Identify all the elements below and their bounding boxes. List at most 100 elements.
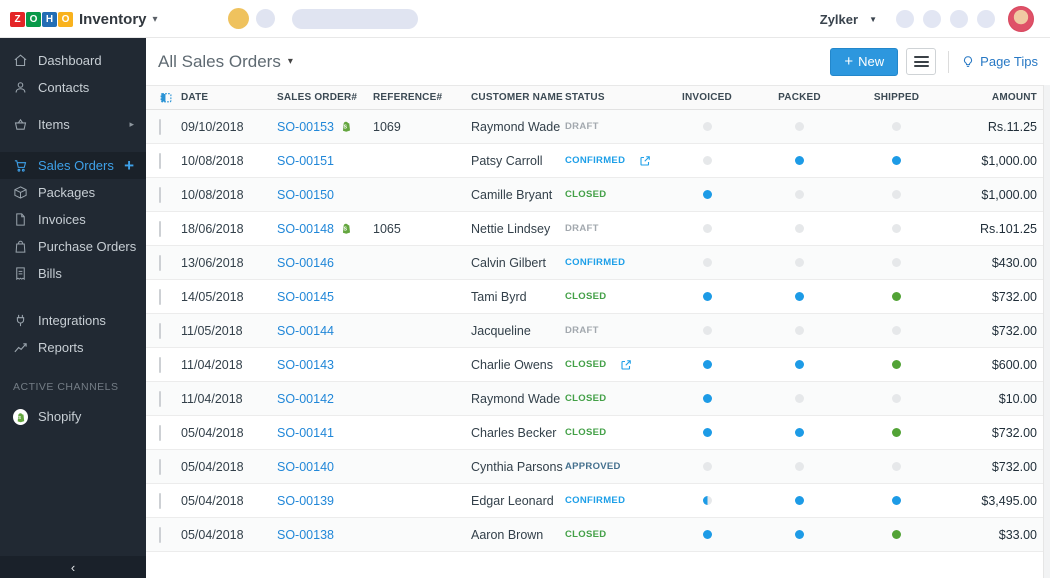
table-row[interactable]: 11/04/2018 SO-00142 Raymond Wade CLOSED $10.… bbox=[146, 382, 1043, 416]
row-checkbox[interactable] bbox=[159, 152, 161, 169]
sidebar-item-invoices[interactable]: Invoices bbox=[0, 206, 146, 233]
sales-order-link[interactable]: SO-00144 bbox=[277, 323, 334, 338]
sales-order-link[interactable]: SO-00145 bbox=[277, 289, 334, 304]
table-row[interactable]: 05/04/2018 SO-00141 Charles Becker CLOSED $7… bbox=[146, 416, 1043, 450]
table-row[interactable]: 05/04/2018 SO-00139 Edgar Leonard CONFIRMED… bbox=[146, 484, 1043, 518]
sales-order-link[interactable]: SO-00141 bbox=[277, 425, 334, 440]
topbar-icon-placeholder[interactable] bbox=[977, 10, 995, 28]
row-checkbox[interactable] bbox=[159, 220, 161, 237]
row-checkbox[interactable] bbox=[159, 526, 161, 543]
packed-cell bbox=[751, 462, 848, 471]
avatar[interactable] bbox=[1008, 6, 1034, 32]
column-header-sales-order[interactable]: SALES ORDER# bbox=[277, 92, 358, 103]
table-row[interactable]: 18/06/2018 SO-00148 S 1065 Nettie Lindsey DRA… bbox=[146, 212, 1043, 246]
topbar-search-pill[interactable] bbox=[292, 9, 418, 29]
column-header-reference[interactable]: REFERENCE# bbox=[373, 92, 443, 103]
sidebar-item-label: Purchase Orders bbox=[38, 239, 137, 254]
row-checkbox[interactable] bbox=[159, 390, 161, 407]
sidebar-item-dashboard[interactable]: Dashboard bbox=[0, 47, 146, 74]
dropshipment-icon[interactable] bbox=[620, 359, 632, 371]
table-row[interactable]: 09/10/2018 SO-00153 S 1069 Raymond Wade DRAFT… bbox=[146, 110, 1043, 144]
main-content: All Sales Orders ▾ + New Page Tips bbox=[146, 38, 1050, 578]
amount-cell: $732.00 bbox=[991, 459, 1037, 474]
sidebar-item-contacts[interactable]: Contacts bbox=[0, 74, 146, 101]
sidebar-item-sales-orders[interactable]: Sales Orders + bbox=[0, 152, 146, 179]
row-checkbox[interactable] bbox=[159, 424, 161, 441]
package-icon bbox=[13, 185, 28, 200]
table-row[interactable]: 05/04/2018 SO-00140 Cynthia Parsons APPROVE… bbox=[146, 450, 1043, 484]
sidebar-collapse-button[interactable]: ‹ bbox=[0, 556, 146, 578]
row-checkbox[interactable] bbox=[159, 458, 161, 475]
product-name: Inventory bbox=[79, 10, 147, 28]
column-header-packed[interactable]: PACKED bbox=[778, 92, 821, 103]
sidebar-item-items[interactable]: Items ▸ bbox=[0, 111, 146, 138]
org-selector[interactable]: Zylker bbox=[819, 11, 859, 27]
table-row[interactable]: 11/05/2018 SO-00144 Jacqueline DRAFT $732.00 bbox=[146, 314, 1043, 348]
sales-order-link[interactable]: SO-00142 bbox=[277, 391, 334, 406]
sales-order-link[interactable]: SO-00148 bbox=[277, 221, 334, 236]
sidebar-item-shopify[interactable]: S Shopify bbox=[0, 403, 146, 430]
sales-order-link[interactable]: SO-00146 bbox=[277, 255, 334, 270]
chevron-down-icon[interactable]: ▾ bbox=[152, 13, 158, 25]
sidebar-item-label: Shopify bbox=[38, 409, 82, 424]
row-checkbox[interactable] bbox=[159, 492, 161, 509]
status-badge: CONFIRMED bbox=[565, 257, 626, 268]
page-tips-button[interactable]: Page Tips bbox=[961, 54, 1038, 69]
sales-order-link[interactable]: SO-00139 bbox=[277, 493, 334, 508]
table-row[interactable]: 13/06/2018 SO-00146 Calvin Gilbert CONFIRME… bbox=[146, 246, 1043, 280]
table-row[interactable]: 14/05/2018 SO-00145 Tami Byrd CLOSED $732.00 bbox=[146, 280, 1043, 314]
row-checkbox[interactable] bbox=[159, 356, 161, 373]
sidebar-item-purchase-orders[interactable]: Purchase Orders bbox=[0, 233, 146, 260]
sales-order-link[interactable]: SO-00153 bbox=[277, 119, 334, 134]
customer-name-cell: Nettie Lindsey bbox=[471, 221, 551, 236]
sales-order-link[interactable]: SO-00151 bbox=[277, 153, 334, 168]
table-row[interactable]: 10/08/2018 SO-00151 Patsy Carroll CONFIRMED… bbox=[146, 144, 1043, 178]
chevron-down-icon[interactable]: ▼ bbox=[869, 14, 877, 24]
scrollbar[interactable] bbox=[1043, 85, 1050, 578]
basket-icon bbox=[13, 117, 28, 132]
page-title[interactable]: All Sales Orders bbox=[158, 51, 281, 71]
sales-order-link[interactable]: SO-00150 bbox=[277, 187, 334, 202]
row-checkbox[interactable] bbox=[159, 288, 161, 305]
invoiced-status-dot bbox=[702, 258, 712, 267]
sidebar-item-reports[interactable]: Reports bbox=[0, 334, 146, 361]
invoiced-status-dot bbox=[702, 496, 712, 505]
select-all-icon[interactable] bbox=[146, 91, 181, 104]
packed-cell bbox=[751, 496, 848, 505]
table-row[interactable]: 10/08/2018 SO-00150 Camille Bryant CLOSED $1… bbox=[146, 178, 1043, 212]
table-row[interactable]: 11/04/2018 SO-00143 Charlie Owens CLOSED $60… bbox=[146, 348, 1043, 382]
packed-status-dot bbox=[795, 292, 804, 301]
column-header-amount[interactable]: AMOUNT bbox=[991, 92, 1037, 103]
row-checkbox[interactable] bbox=[159, 118, 161, 135]
app-logo[interactable]: Z O H O Inventory ▾ bbox=[10, 0, 158, 38]
table-row[interactable]: 05/04/2018 SO-00138 Aaron Brown CLOSED $33.0… bbox=[146, 518, 1043, 552]
column-header-invoiced[interactable]: INVOICED bbox=[682, 92, 732, 103]
sales-order-link[interactable]: SO-00143 bbox=[277, 357, 334, 372]
column-header-customer-name[interactable]: CUSTOMER NAME bbox=[471, 92, 563, 103]
sidebar-item-integrations[interactable]: Integrations bbox=[0, 307, 146, 334]
sales-order-link[interactable]: SO-00140 bbox=[277, 459, 334, 474]
sidebar-item-packages[interactable]: Packages bbox=[0, 179, 146, 206]
list-options-button[interactable] bbox=[906, 48, 937, 75]
date-cell: 10/08/2018 bbox=[181, 153, 244, 168]
add-sales-order-button[interactable]: + bbox=[124, 156, 134, 175]
invoiced-cell bbox=[663, 156, 751, 165]
dropshipment-icon[interactable] bbox=[639, 155, 651, 167]
row-checkbox[interactable] bbox=[159, 254, 161, 271]
column-header-date[interactable]: DATE bbox=[181, 92, 209, 103]
customer-name-cell: Tami Byrd bbox=[471, 289, 527, 304]
row-checkbox[interactable] bbox=[159, 186, 161, 203]
sales-order-cell: SO-00139 bbox=[277, 494, 373, 508]
column-header-shipped[interactable]: SHIPPED bbox=[873, 92, 920, 103]
topbar-icon-placeholder[interactable] bbox=[896, 10, 914, 28]
sales-order-link[interactable]: SO-00138 bbox=[277, 527, 334, 542]
sidebar-item-bills[interactable]: Bills bbox=[0, 260, 146, 287]
column-header-status[interactable]: STATUS bbox=[565, 92, 605, 103]
row-checkbox[interactable] bbox=[159, 322, 161, 339]
topbar-icon-placeholder[interactable] bbox=[950, 10, 968, 28]
chevron-down-icon[interactable]: ▾ bbox=[287, 56, 293, 67]
person-icon bbox=[13, 80, 28, 95]
status-cell: CLOSED bbox=[565, 427, 663, 438]
new-button[interactable]: + New bbox=[830, 47, 899, 76]
topbar-icon-placeholder[interactable] bbox=[923, 10, 941, 28]
